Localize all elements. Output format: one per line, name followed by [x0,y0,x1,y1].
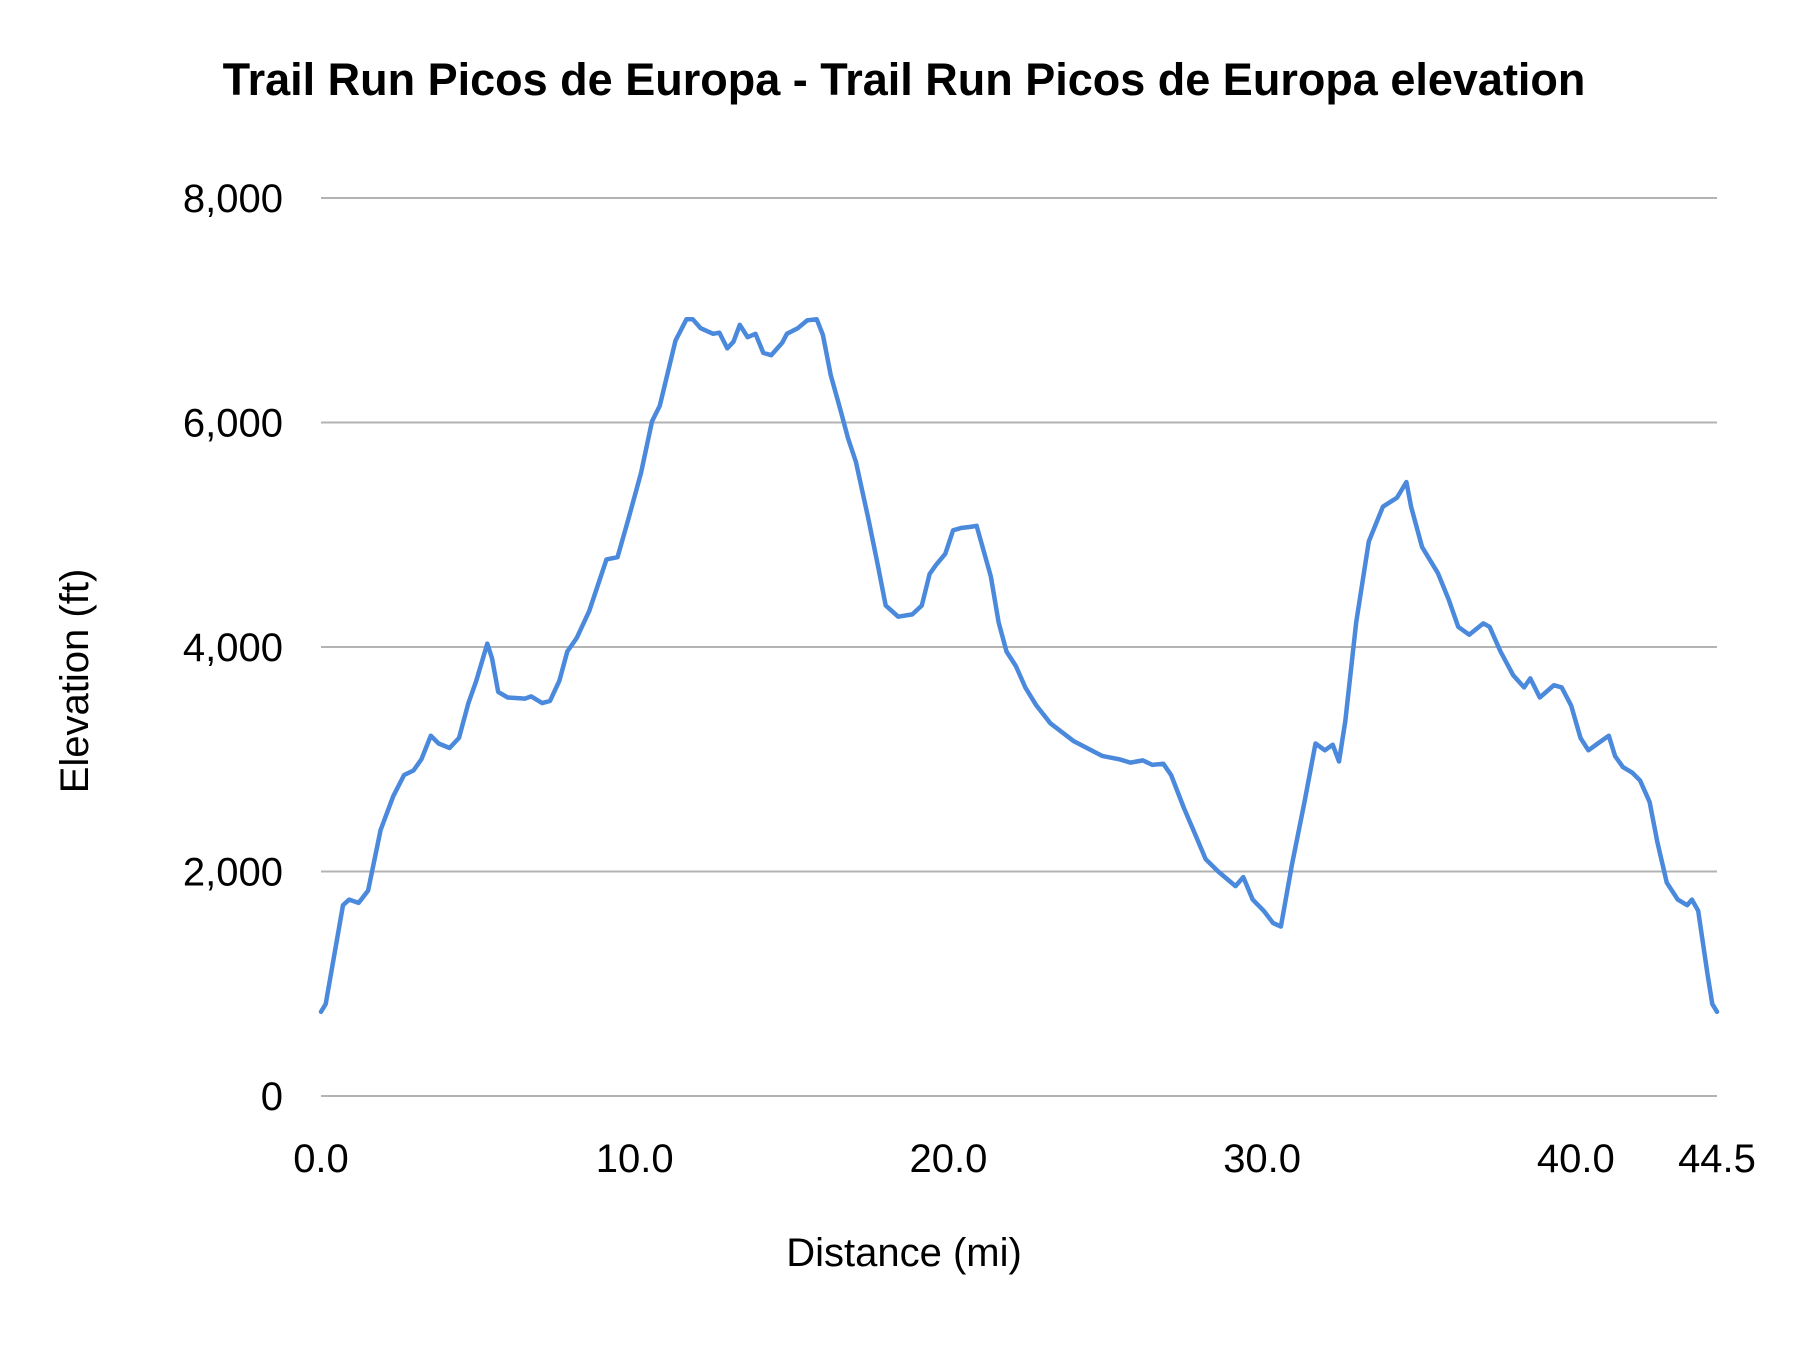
y-tick-label: 6,000 [183,402,283,446]
gridlines [321,197,1717,1097]
x-tick-label: 40.0 [1537,1137,1615,1181]
y-tick-label: 4,000 [183,626,283,670]
y-tick-label: 2,000 [183,851,283,895]
y-tick-label: 8,000 [183,177,283,221]
x-tick-label: 30.0 [1223,1137,1301,1181]
x-tick-label: 44.5 [1678,1137,1756,1181]
x-tick-label: 10.0 [596,1137,674,1181]
x-tick-label: 0.0 [293,1137,349,1181]
chart-title: Trail Run Picos de Europa - Trail Run Pi… [223,54,1586,105]
x-tick-label: 20.0 [909,1137,987,1181]
x-axis-label: Distance (mi) [786,1231,1022,1275]
elevation-line [318,316,1720,1015]
y-axis-ticks: 0 2,000 4,000 6,000 8,000 [183,177,283,1119]
y-tick-label: 0 [261,1075,283,1119]
x-axis-ticks: 0.0 10.0 20.0 30.0 40.0 44.5 [293,1137,1756,1181]
y-axis-label: Elevation (ft) [53,569,97,794]
